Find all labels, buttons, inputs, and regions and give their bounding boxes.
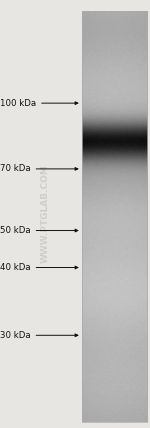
Text: 70 kDa: 70 kDa bbox=[0, 164, 78, 173]
Bar bbox=[82, 11, 147, 422]
Text: 100 kDa: 100 kDa bbox=[0, 98, 78, 108]
Text: 40 kDa: 40 kDa bbox=[0, 263, 78, 272]
Text: 30 kDa: 30 kDa bbox=[0, 331, 78, 340]
Text: WWW.PTGLAB.COM: WWW.PTGLAB.COM bbox=[40, 164, 50, 264]
Text: 50 kDa: 50 kDa bbox=[0, 226, 78, 235]
